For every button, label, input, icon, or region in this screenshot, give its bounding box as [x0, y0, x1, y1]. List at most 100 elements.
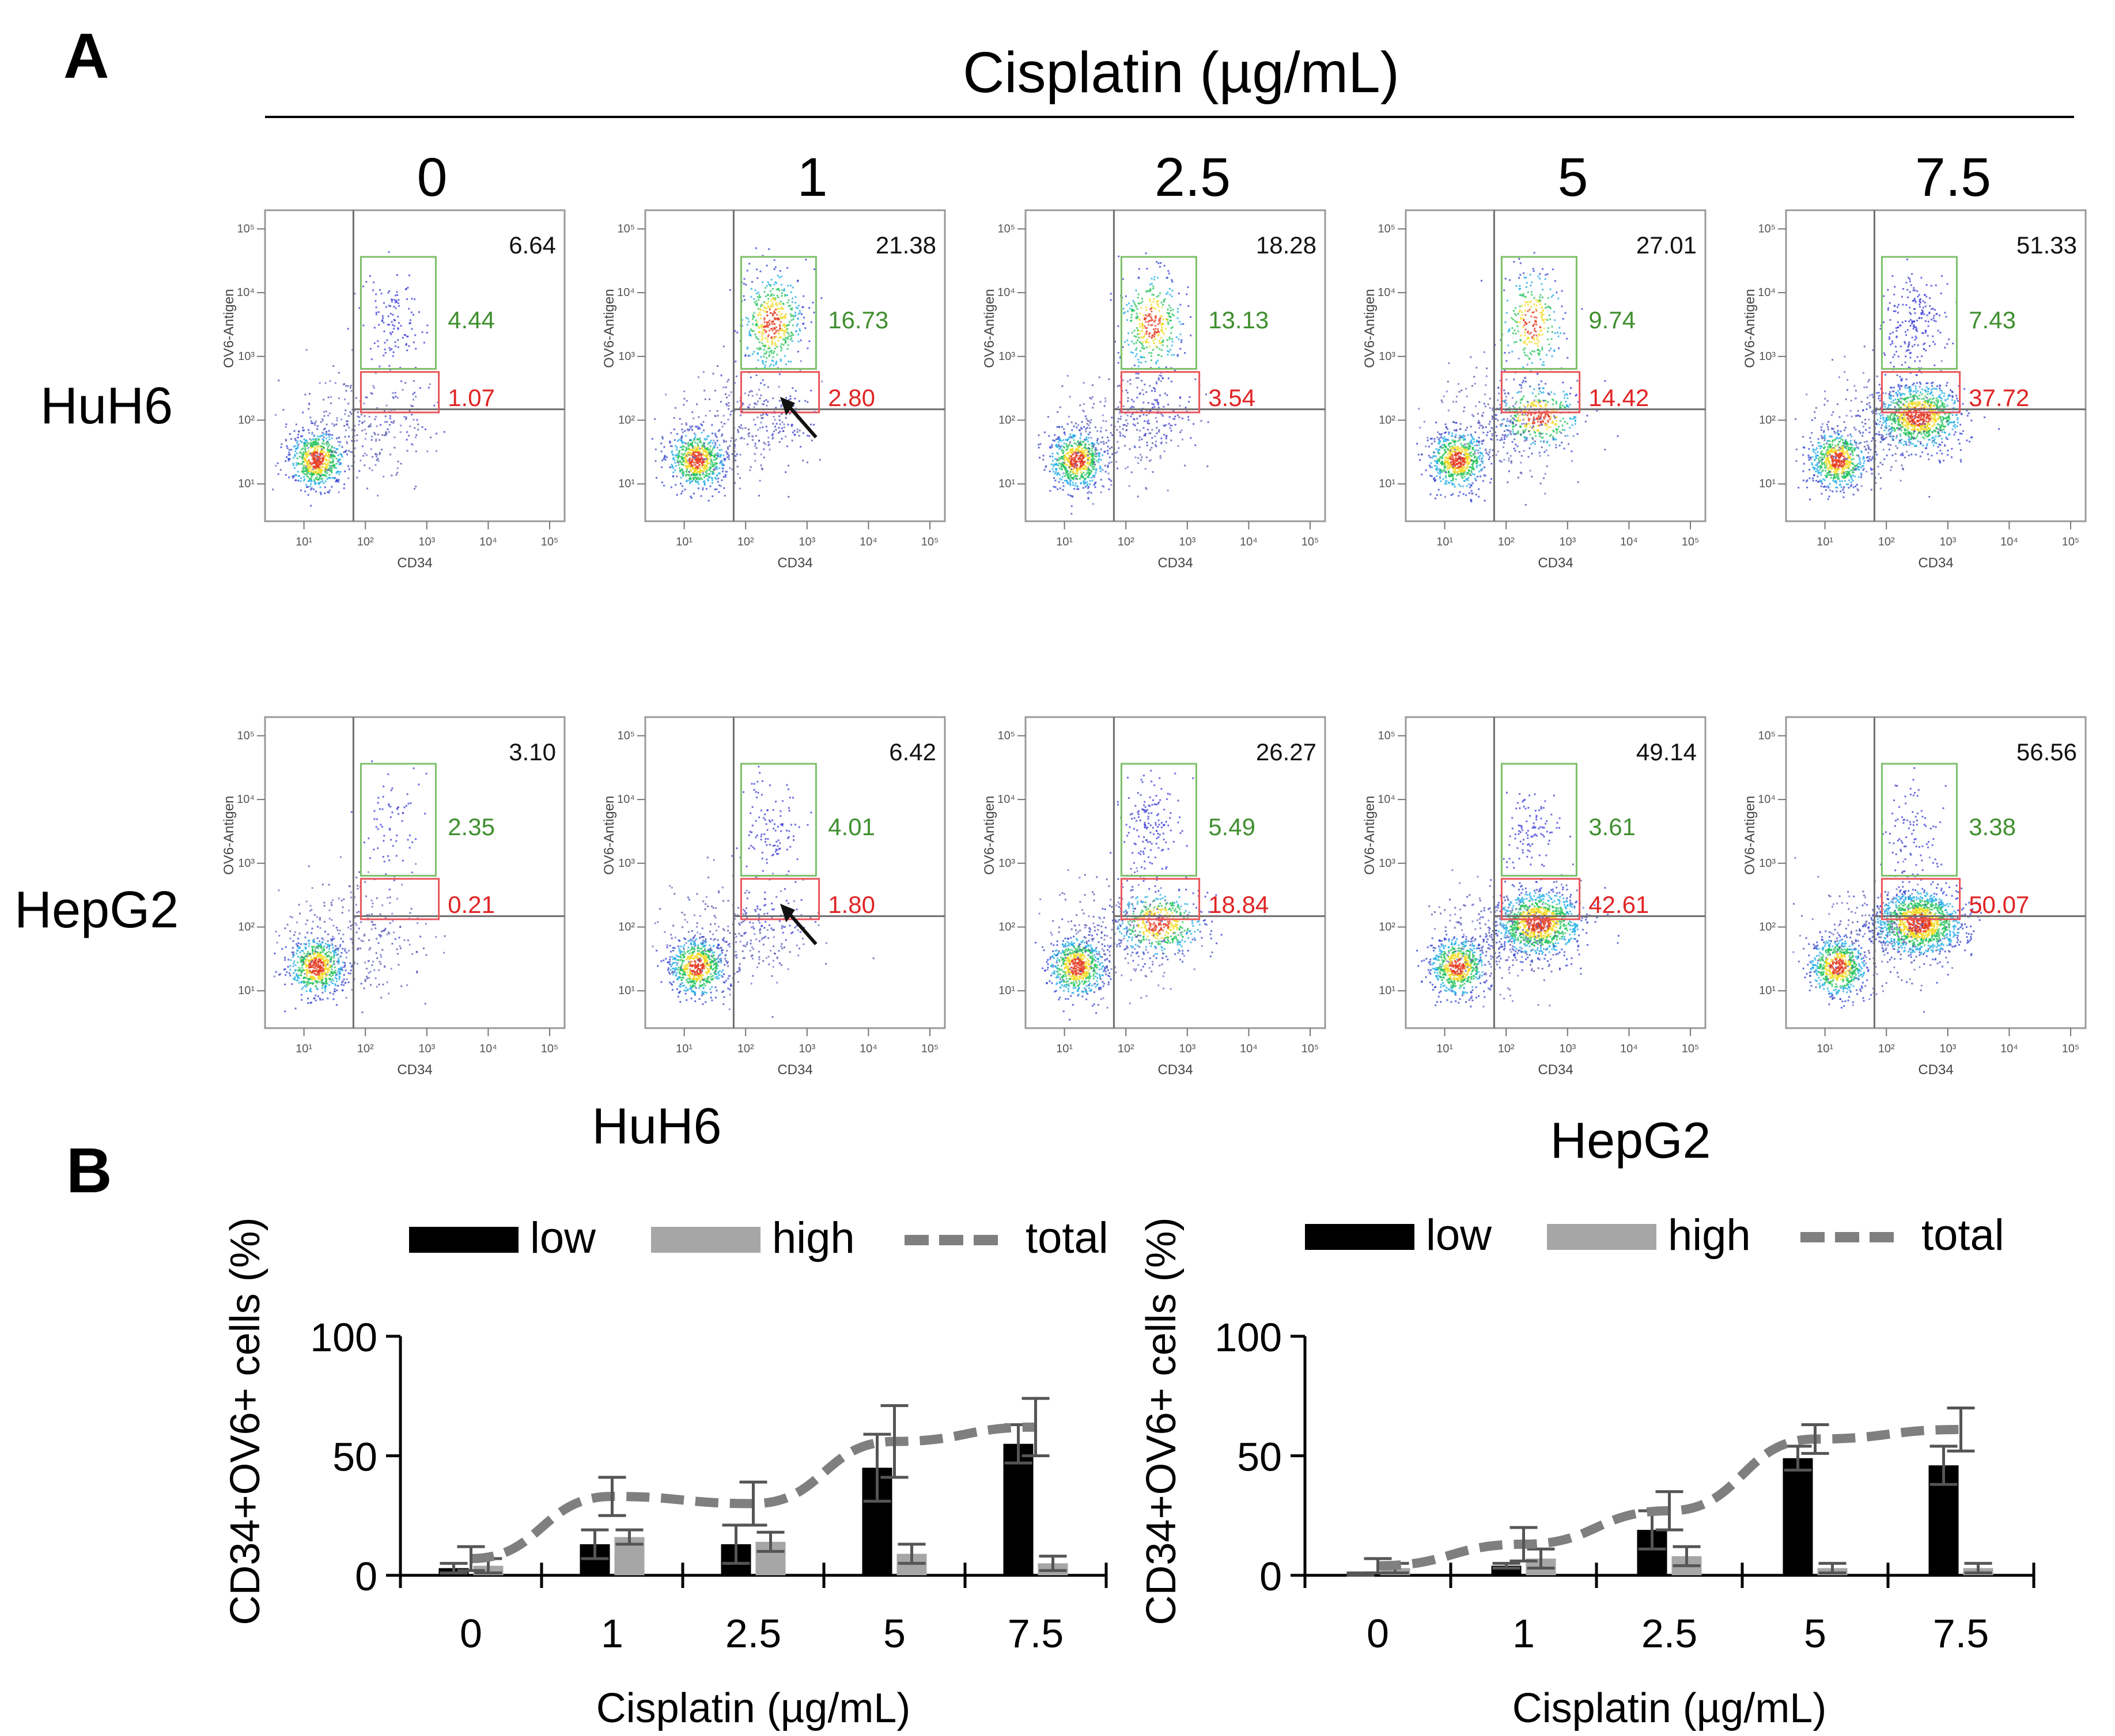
- y-tick-label: 10³: [238, 350, 255, 363]
- event-dot: [1548, 444, 1550, 446]
- event-dot: [373, 327, 376, 329]
- event-dot: [761, 342, 763, 344]
- event-dot: [706, 448, 708, 450]
- event-dot: [1482, 480, 1484, 482]
- event-dot: [684, 461, 687, 464]
- event-dot: [680, 483, 682, 485]
- event-dot: [1060, 463, 1062, 465]
- event-dot: [1148, 333, 1150, 335]
- event-dot: [651, 438, 653, 440]
- event-dot: [1067, 452, 1069, 454]
- event-dot: [415, 486, 417, 488]
- event-dot: [1145, 414, 1148, 416]
- event-dot: [310, 441, 312, 444]
- event-dot: [1439, 449, 1441, 451]
- event-dot: [712, 465, 713, 467]
- event-dot: [764, 345, 766, 347]
- event-dot: [780, 275, 782, 278]
- event-dot: [710, 454, 712, 456]
- event-dot: [337, 458, 339, 461]
- event-dot: [754, 460, 756, 462]
- event-dot: [1081, 452, 1084, 454]
- event-dot: [1152, 287, 1155, 290]
- event-dot: [326, 465, 328, 468]
- event-dot: [1137, 377, 1140, 379]
- event-dot: [777, 339, 780, 342]
- event-dot: [1461, 437, 1463, 439]
- event-dot: [726, 404, 728, 407]
- event-dot: [1488, 453, 1490, 456]
- event-dot: [762, 412, 765, 415]
- event-dot: [1151, 306, 1153, 308]
- event-dot: [755, 336, 757, 338]
- event-dot: [1142, 327, 1144, 329]
- event-dot: [771, 338, 773, 340]
- x-tick-label: 10⁴: [860, 536, 877, 548]
- event-dot: [1526, 424, 1527, 426]
- event-dot: [1546, 331, 1549, 333]
- event-dot: [409, 319, 411, 321]
- event-dot: [412, 393, 414, 395]
- event-dot: [1117, 418, 1119, 420]
- event-dot: [1520, 426, 1522, 428]
- event-dot: [775, 429, 777, 431]
- event-dot: [384, 421, 386, 423]
- event-dot: [347, 385, 349, 387]
- event-dot: [1142, 393, 1145, 396]
- event-dot: [1096, 442, 1098, 444]
- event-dot: [1072, 473, 1074, 475]
- event-dot: [709, 410, 711, 412]
- event-dot: [1078, 429, 1080, 431]
- event-dot: [1133, 335, 1136, 337]
- event-dot: [811, 439, 813, 442]
- event-dot: [1079, 458, 1081, 460]
- event-dot: [1470, 435, 1473, 437]
- event-dot: [767, 298, 770, 300]
- event-dot: [773, 352, 775, 354]
- event-dot: [778, 415, 781, 417]
- event-dot: [1149, 332, 1151, 334]
- event-dot: [1467, 455, 1469, 457]
- event-dot: [1458, 495, 1460, 497]
- event-dot: [755, 300, 758, 302]
- event-dot: [1145, 487, 1147, 489]
- event-dot: [1123, 424, 1126, 426]
- event-dot: [1443, 432, 1446, 434]
- event-dot: [298, 463, 300, 465]
- event-dot: [686, 468, 688, 470]
- event-dot: [414, 334, 417, 336]
- event-dot: [794, 315, 796, 317]
- event-dot: [1523, 295, 1526, 298]
- event-dot: [744, 354, 747, 356]
- event-dot: [300, 452, 302, 453]
- event-dot: [1554, 319, 1556, 321]
- event-dot: [716, 446, 718, 449]
- event-dot: [1087, 453, 1089, 455]
- event-dot: [350, 413, 353, 415]
- event-dot: [1151, 324, 1153, 326]
- event-dot: [1440, 447, 1443, 449]
- event-dot: [324, 471, 326, 473]
- event-dot: [1053, 486, 1055, 488]
- event-dot: [771, 305, 774, 307]
- event-dot: [709, 398, 711, 400]
- event-dot: [353, 435, 355, 437]
- event-dot: [756, 296, 759, 298]
- event-dot: [813, 312, 815, 314]
- event-dot: [304, 439, 307, 441]
- event-dot: [1178, 338, 1180, 340]
- event-dot: [1167, 377, 1170, 380]
- event-dot: [1070, 445, 1072, 447]
- event-dot: [325, 432, 327, 434]
- event-dot: [319, 435, 321, 438]
- event-dot: [814, 268, 815, 270]
- event-dot: [1444, 451, 1446, 453]
- event-dot: [1095, 446, 1097, 449]
- event-dot: [1459, 465, 1462, 468]
- event-dot: [1525, 276, 1527, 279]
- event-dot: [1459, 472, 1462, 475]
- plot-frame: [1024, 209, 1326, 522]
- event-dot: [312, 473, 314, 475]
- event-dot: [1108, 378, 1110, 380]
- event-dot: [303, 456, 305, 458]
